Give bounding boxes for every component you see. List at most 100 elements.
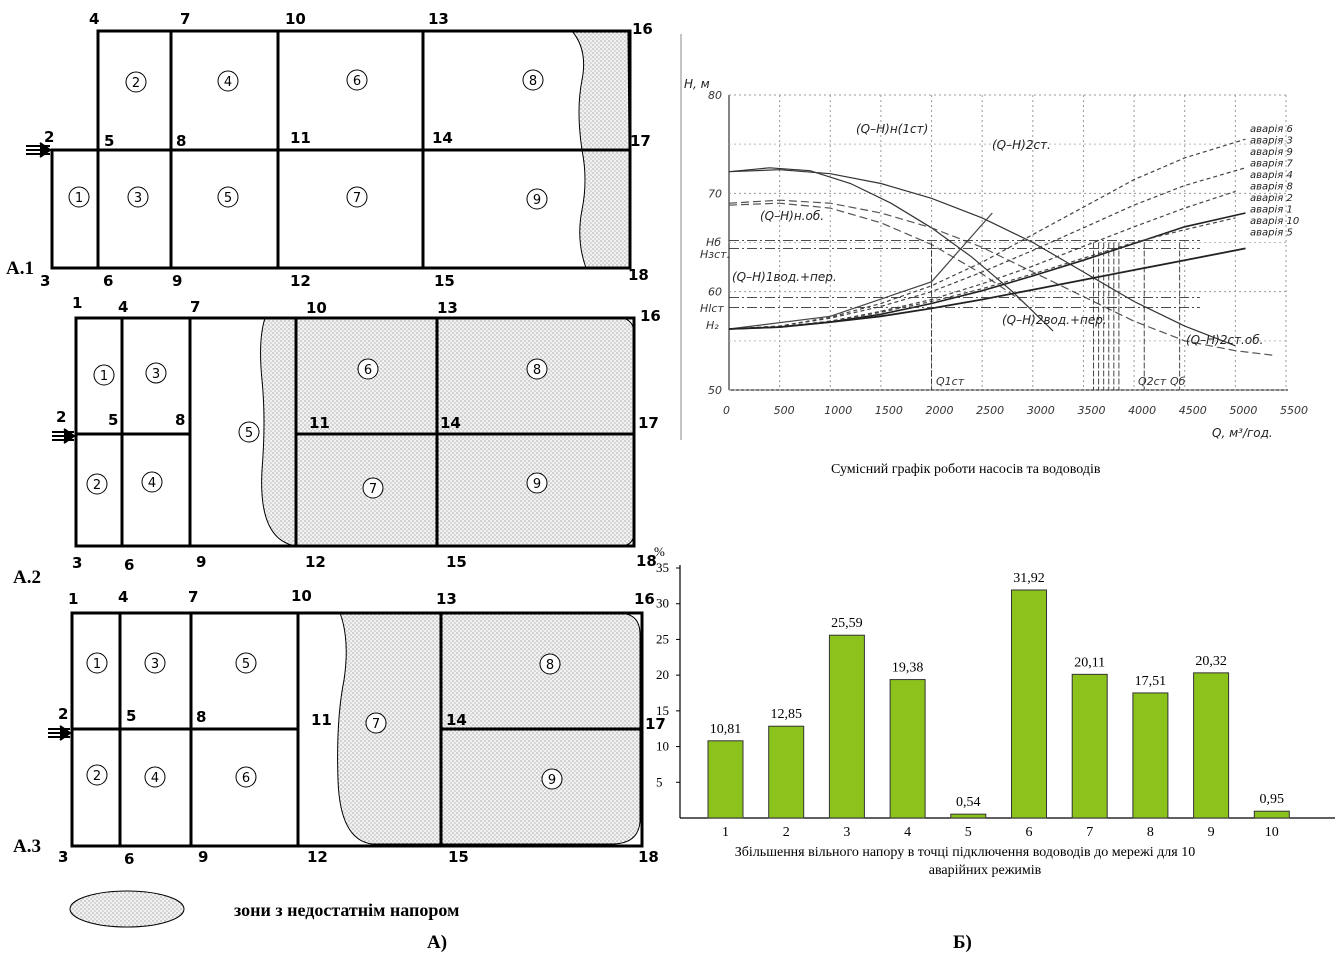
bar: [889, 679, 926, 819]
node-label: 16: [632, 20, 653, 38]
node-label: 13: [428, 10, 449, 28]
zone-number: 2: [132, 76, 140, 91]
curve-2st-ob: [728, 199, 1276, 357]
x-tick: 3: [843, 825, 850, 840]
bar-value-label: 20,32: [1195, 654, 1227, 669]
zone-number: 3: [134, 191, 142, 206]
node-label: 13: [436, 590, 457, 608]
node-label: 7: [190, 298, 200, 316]
node-label: 14: [432, 129, 453, 147]
bar-value-label: 20,11: [1074, 655, 1105, 670]
x-tick: 5500: [1280, 404, 1308, 417]
zone-number: 2: [93, 769, 101, 784]
curve-label: (Q–H)2вод.+пер.: [1002, 313, 1107, 327]
node-label: 17: [630, 132, 651, 150]
node-label: 16: [640, 307, 661, 325]
part-label-b: Б): [953, 932, 972, 953]
zone-number: 3: [152, 367, 160, 382]
node-label: 11: [290, 129, 311, 147]
bar-value-label: 12,85: [770, 707, 802, 722]
zone-markers: 1 2 3 4 5 6 7 8 9: [86, 652, 563, 790]
inflow-arrow: [26, 142, 52, 158]
y-tick: 20: [656, 667, 669, 682]
pump-caption: Сумісний графік роботи насосів та водово…: [831, 462, 1101, 477]
network-panel-a2: 1 4 7 10 13 16 2 5 8 11 14 17 3 6 9 12 1…: [13, 294, 661, 588]
bar-caption-line2: аварійних режимів: [929, 863, 1042, 878]
node-label: 17: [638, 414, 659, 432]
bar-value-label: 0,95: [1260, 792, 1285, 807]
zone-number: 5: [242, 657, 250, 672]
panel-label: А.2: [13, 567, 41, 588]
bar-value-label: 17,51: [1135, 674, 1167, 689]
bar-value-label: 10,81: [710, 722, 742, 737]
y-tick: 5: [656, 774, 663, 789]
node-label: 12: [307, 848, 328, 866]
zone-number: 7: [369, 482, 377, 497]
curve-label: (Q–H)2ст.: [992, 138, 1051, 152]
node-label: 2: [56, 408, 66, 426]
bar-yticks: 5 10 15 20 25 30 35: [656, 560, 680, 789]
accident-label: аварія 2: [1250, 192, 1293, 204]
node-label: 15: [434, 272, 455, 290]
accident-curve: [728, 247, 1246, 330]
x-tick: 2500: [976, 404, 1004, 417]
node-label: 1: [68, 590, 78, 608]
x-tick: 5000: [1229, 404, 1257, 417]
x-tick: 2: [783, 825, 790, 840]
y-mark: Нlст: [700, 302, 724, 315]
bar-chart: % 5 10 15 20 25 30 35 10,81 1 12,85 2 25,59 3 19,38 4…: [654, 544, 1335, 878]
bar: [1071, 673, 1108, 819]
pump-ylabel: H, м: [684, 77, 710, 91]
node-label: 10: [285, 10, 306, 28]
node-label: 15: [446, 553, 467, 571]
y-mark: Нзст.: [700, 248, 730, 261]
x-tick: 0: [723, 404, 730, 417]
y-tick: 25: [656, 631, 669, 646]
curve-label: (Q–H)н(1ст): [856, 122, 928, 136]
node-label: 8: [196, 708, 206, 726]
zone-number: 3: [151, 657, 159, 672]
bar: [950, 813, 987, 819]
node-label: 14: [446, 711, 467, 729]
node-label: 8: [176, 132, 186, 150]
x-tick: 2000: [926, 404, 954, 417]
accident-label: аварія 4: [1250, 169, 1293, 181]
node-label: 11: [311, 711, 332, 729]
bar-caption-line1: Збільшення вільного напору в точці підкл…: [735, 845, 1195, 860]
node-label: 18: [638, 848, 659, 866]
part-label-a: А): [427, 932, 447, 953]
network-panel-a1: 4 7 10 13 16 2 5 8 11 14 17 3 6 9 12 15 …: [6, 10, 653, 290]
node-label: 3: [72, 554, 82, 572]
zone-number: 1: [75, 191, 83, 206]
bar: [1132, 692, 1169, 819]
node-label: 15: [448, 848, 469, 866]
x-tick: 9: [1208, 825, 1215, 840]
inflow-arrow: [48, 725, 72, 741]
node-label: 6: [103, 272, 113, 290]
zone-number: 5: [245, 426, 253, 441]
y-tick: 70: [708, 187, 722, 200]
x-tick: 8: [1147, 825, 1154, 840]
accident-label: аварія 8: [1250, 181, 1293, 193]
bar: [707, 740, 744, 819]
node-label: 3: [58, 848, 68, 866]
node-label: 11: [309, 414, 330, 432]
x-tick: 3500: [1077, 404, 1105, 417]
accident-label: аварія 10: [1250, 215, 1299, 227]
x-tick: 1000: [824, 404, 852, 417]
zone-number: 8: [546, 658, 554, 673]
node-label: 9: [196, 553, 206, 571]
node-label: 17: [645, 715, 666, 733]
bar: [1253, 810, 1290, 819]
x-tick: 6: [1026, 825, 1033, 840]
panel-label: А.3: [13, 836, 41, 857]
x-mark: Q2ст: [1138, 375, 1167, 388]
node-label: 10: [306, 299, 327, 317]
legend: зони з недостатнім напором: [69, 890, 459, 928]
zone-markers: 1 2 3 4 5 6 7 8 9: [86, 358, 548, 499]
x-tick: 4500: [1179, 404, 1207, 417]
x-mark: Qб: [1170, 375, 1186, 388]
bar-marks: 10,81 1 12,85 2 25,59 3 19,38 4 0,54 5 31,92 6 20,11…: [707, 571, 1290, 840]
pump-chart: 0 500 1000 1500 2000 2500 3000 3500 4000 4500 5000…: [680, 34, 1308, 477]
node-label: 14: [440, 414, 461, 432]
